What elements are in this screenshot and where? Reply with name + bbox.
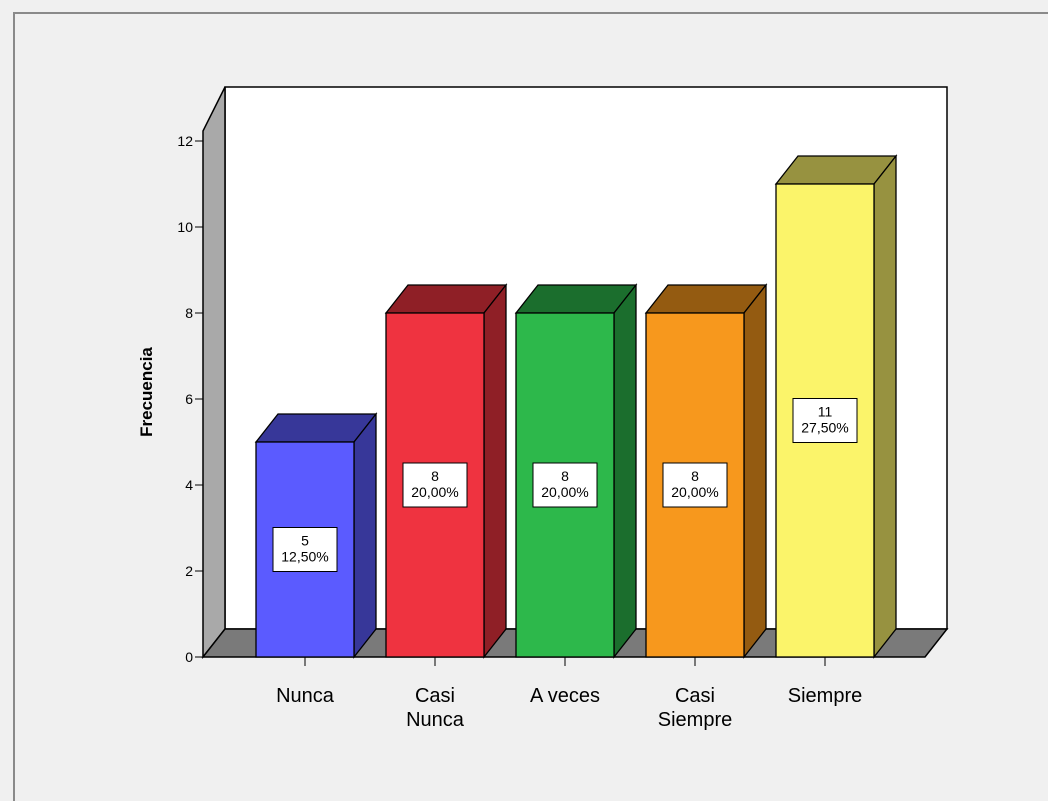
bar-4: 8 20,00% Casi Siempre [644,283,768,731]
bar-side-face [353,412,377,659]
data-label-box [272,527,338,572]
data-label: 11 27,50% [801,404,848,436]
y-tick-label: 0 [185,649,193,665]
bar-side-face [873,154,897,659]
bar-side-face [483,283,507,659]
x-tick-label: Siempre [788,685,862,707]
bar-5: 11 27,50% Siempre [774,154,898,707]
plot-side-wall [202,86,226,660]
x-tick-label: Casi Nunca [406,685,465,731]
data-label: 8 20,00% [411,468,458,500]
data-label-box [792,398,858,443]
y-tick-label: 12 [177,133,193,149]
x-tick-label: Nunca [276,685,335,707]
bar-side-face [613,283,637,659]
y-tick-label: 2 [185,563,193,579]
data-label-box [532,462,598,508]
y-tick-label: 10 [177,219,193,235]
data-label-box [402,462,468,508]
y-tick-label: 6 [185,391,193,407]
x-tick-label: Casi Siempre [658,685,732,731]
y-axis-title: Frecuencia [137,347,156,437]
data-label: 8 20,00% [541,468,588,500]
data-label: 8 20,00% [671,468,718,500]
x-tick-label: A veces [530,685,600,707]
y-tick-label: 4 [185,477,193,493]
data-label: 5 12,50% [281,533,328,565]
bar-3: 8 20,00% A veces [514,283,638,707]
bar-1: 5 12,50% Nunca [254,412,378,707]
y-tick-label: 8 [185,305,193,321]
bar-side-face [743,283,767,659]
data-label-box [662,462,728,508]
chart-frame [13,12,1048,801]
bar-2: 8 20,00% Casi Nunca [384,283,508,731]
